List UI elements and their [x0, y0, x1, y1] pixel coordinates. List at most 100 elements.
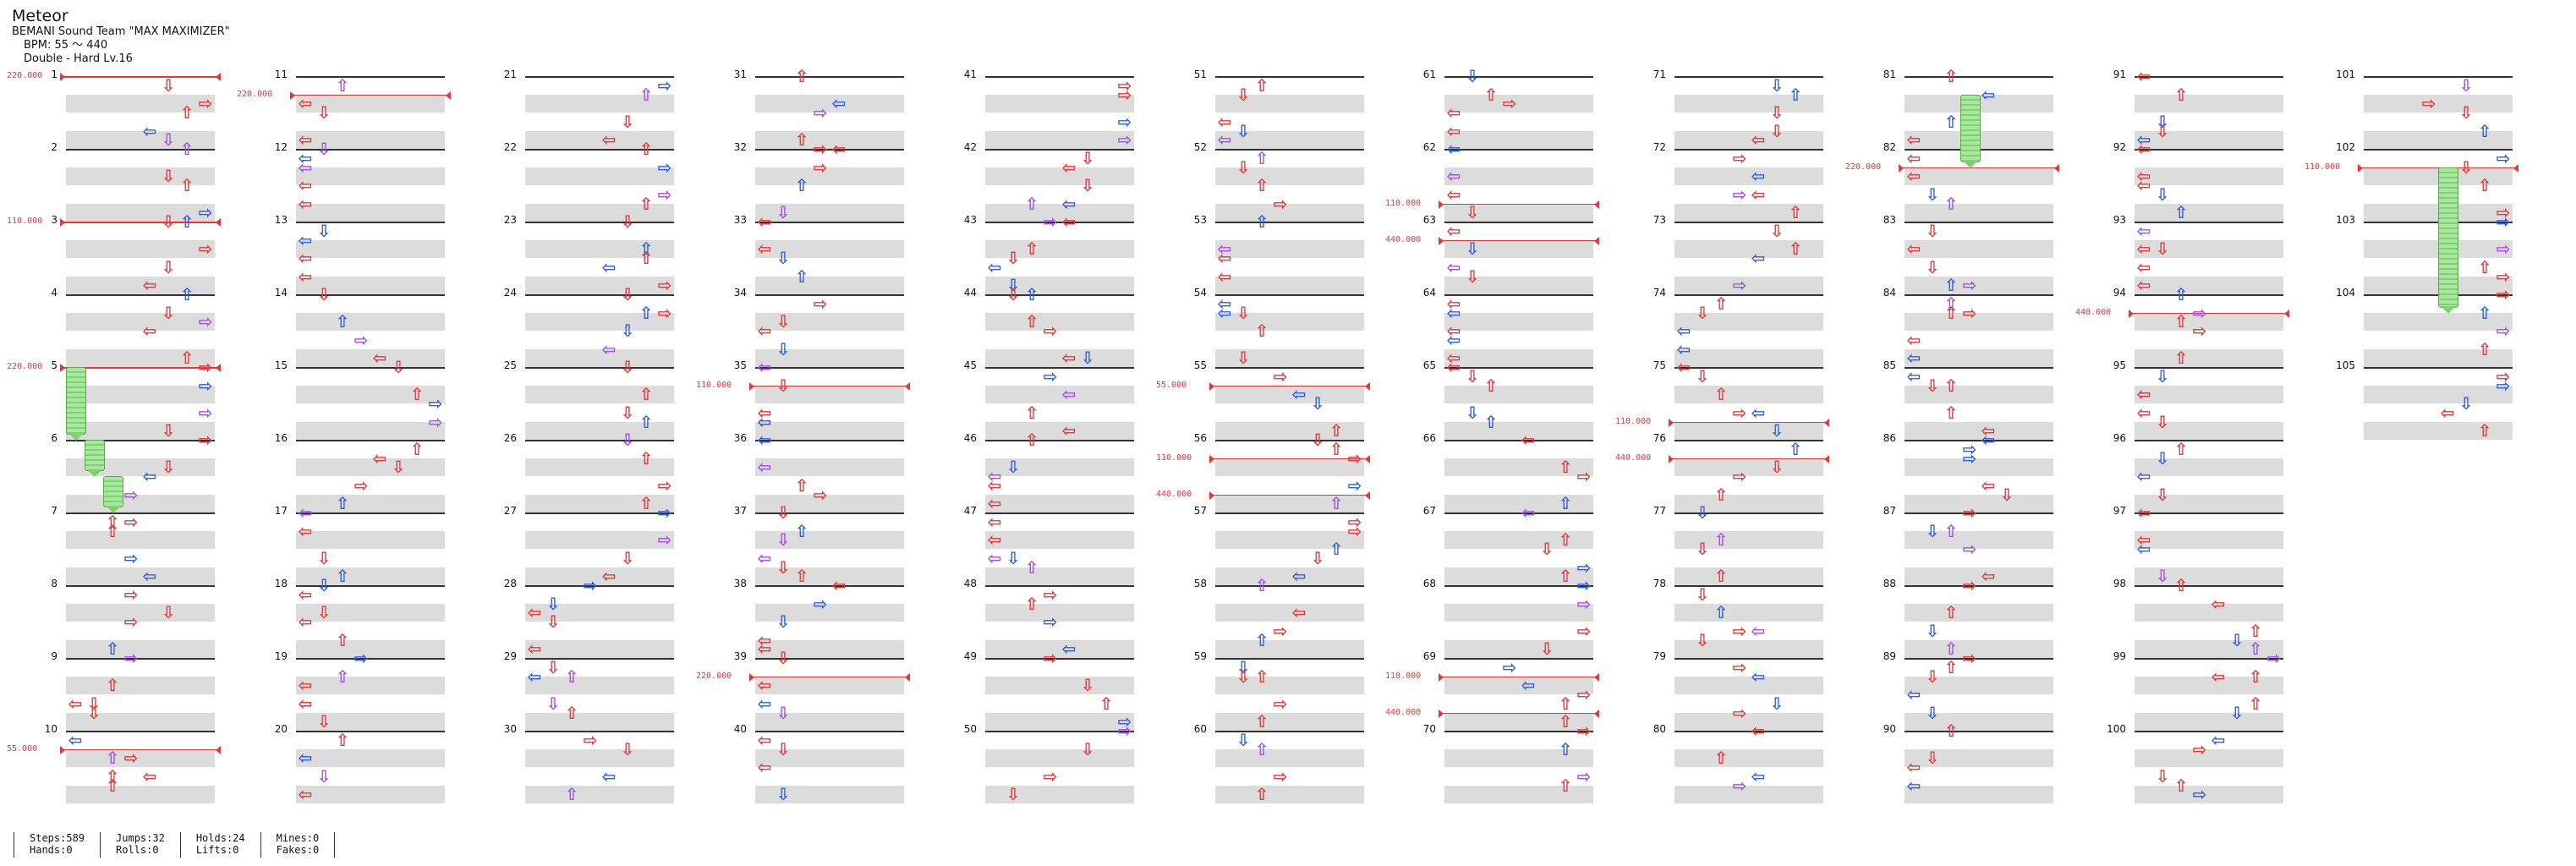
beat-stripe: [296, 312, 445, 331]
hold-note: [103, 476, 123, 513]
step-arrow-right-icon: ⇨: [2192, 321, 2207, 341]
beat-stripe: [985, 385, 1134, 403]
measure-line: [985, 76, 1134, 78]
beat-stripe: [296, 658, 445, 677]
measure: 30: [504, 724, 674, 803]
beat-stripe: [525, 639, 674, 658]
beat-stripe: [296, 530, 445, 549]
beat-stripe: [1444, 440, 1593, 458]
bpm-change-label: 110.000: [1385, 671, 1422, 681]
beat-stripe: [66, 494, 215, 512]
step-arrow-up-icon: ⇧: [564, 702, 579, 723]
step-arrow-right-icon: ⇨: [198, 430, 213, 450]
measure: 9: [51, 651, 215, 731]
step-arrow-down-icon: ⇩: [2155, 238, 2170, 260]
beat-stripe: [525, 94, 674, 112]
step-arrow-left-icon: ⇦: [2136, 466, 2151, 486]
measure-number: 40: [733, 723, 747, 735]
beat-stripe: [1905, 403, 2053, 422]
step-arrow-down-icon: ⇩: [86, 693, 101, 714]
measure-number: 42: [963, 141, 977, 153]
step-arrow-up-icon: ⇧: [639, 193, 654, 214]
hold-note: [2438, 167, 2458, 314]
measure-number: 8: [51, 578, 58, 589]
beat-stripe: [755, 149, 904, 167]
measure: 74: [1653, 288, 1823, 367]
measure-line: [296, 149, 445, 151]
beat-stripe: [1215, 421, 1364, 440]
beat-stripe: [66, 385, 215, 403]
measure-line: [1215, 367, 1364, 369]
step-arrow-right-icon: ⇨: [1576, 620, 1592, 641]
beat-stripe: [985, 476, 1134, 495]
beat-stripe: [2364, 385, 2513, 403]
bpm-change-line: [1209, 491, 1370, 499]
measure-number: 44: [963, 287, 977, 299]
measure: 50: [964, 724, 1134, 803]
bpm-change-line: [1899, 164, 2059, 172]
step-arrow-up-icon: ⇧: [2248, 620, 2263, 641]
step-arrow-down-icon: ⇩: [1925, 520, 1940, 541]
step-arrow-down-icon: ⇩: [1236, 302, 1251, 323]
step-arrow-right-icon: ⇨: [1962, 539, 1977, 559]
step-arrow-left-icon: ⇦: [2136, 529, 2151, 551]
step-arrow-left-icon: ⇦: [2136, 129, 2151, 151]
measure: 11: [275, 69, 445, 149]
stat-jumps: Jumps:32: [116, 832, 165, 844]
beat-stripe: [1674, 222, 1823, 240]
beat-stripe: [985, 203, 1134, 222]
measure-number: 38: [733, 578, 747, 589]
beat-stripe: [525, 748, 674, 767]
beat-stripe: [66, 403, 215, 422]
measure: 23: [504, 215, 674, 294]
beat-stripe: [66, 258, 215, 277]
measure-number: 25: [503, 359, 517, 371]
step-arrow-left-icon: ⇦: [2440, 402, 2455, 423]
step-arrow-up-icon: ⇧: [1483, 375, 1499, 396]
measure: 32: [734, 142, 904, 222]
beat-stripe: [755, 167, 904, 185]
step-arrow-left-icon: ⇦: [1291, 602, 1307, 623]
step-arrow-down-icon: ⇩: [620, 211, 635, 232]
beat-stripe: [1905, 567, 2053, 585]
step-arrow-right-icon: ⇨: [1962, 447, 1977, 469]
measure-line: [1215, 440, 1364, 441]
step-arrow-right-icon: ⇨: [1962, 648, 1977, 668]
measure-line: [1674, 731, 1823, 732]
step-arrow-left-icon: ⇦: [757, 357, 772, 377]
measure: 75: [1653, 360, 1823, 440]
step-arrow-right-icon: ⇨: [2496, 238, 2511, 260]
measure-number: 16: [274, 432, 288, 444]
step-arrow-up-icon: ⇧: [1943, 302, 1959, 323]
step-arrow-down-icon: ⇩: [1006, 457, 1021, 478]
step-arrow-right-icon: ⇨: [1732, 147, 1747, 168]
step-arrow-down-icon: ⇩: [776, 248, 791, 268]
step-arrow-up-icon: ⇧: [1713, 566, 1729, 587]
bpm-change-line: [1669, 419, 1829, 426]
beat-stripe: [66, 94, 215, 112]
step-arrow-left-icon: ⇦: [1446, 120, 1461, 141]
measure-number: 67: [1422, 505, 1436, 517]
step-arrow-left-icon: ⇦: [1446, 139, 1461, 159]
step-arrow-up-icon: ⇧: [1558, 529, 1573, 551]
beat-stripe: [1674, 694, 1823, 713]
step-arrow-right-icon: ⇨: [1732, 184, 1747, 205]
beat-stripe: [2135, 167, 2283, 185]
beat-stripe: [1215, 203, 1364, 222]
beat-stripe: [985, 440, 1134, 458]
step-arrow-left-icon: ⇦: [987, 529, 1002, 551]
measure-line: [2135, 512, 2283, 514]
beat-stripe: [1674, 421, 1823, 440]
step-arrow-right-icon: ⇨: [2192, 738, 2207, 759]
step-arrow-up-icon: ⇧: [2248, 666, 2263, 687]
step-arrow-down-icon: ⇩: [1925, 184, 1940, 205]
beat-stripe: [1674, 185, 1823, 204]
stat-mines: Mines:0: [276, 832, 320, 844]
step-arrow-up-icon: ⇧: [179, 348, 195, 369]
beat-stripe: [1444, 331, 1593, 349]
beat-stripe: [525, 476, 674, 495]
step-arrow-right-icon: ⇨: [1576, 721, 1592, 741]
step-arrow-up-icon: ⇧: [2173, 202, 2189, 223]
step-arrow-down-icon: ⇩: [776, 311, 791, 332]
stat-steps: Steps:589: [30, 832, 85, 844]
